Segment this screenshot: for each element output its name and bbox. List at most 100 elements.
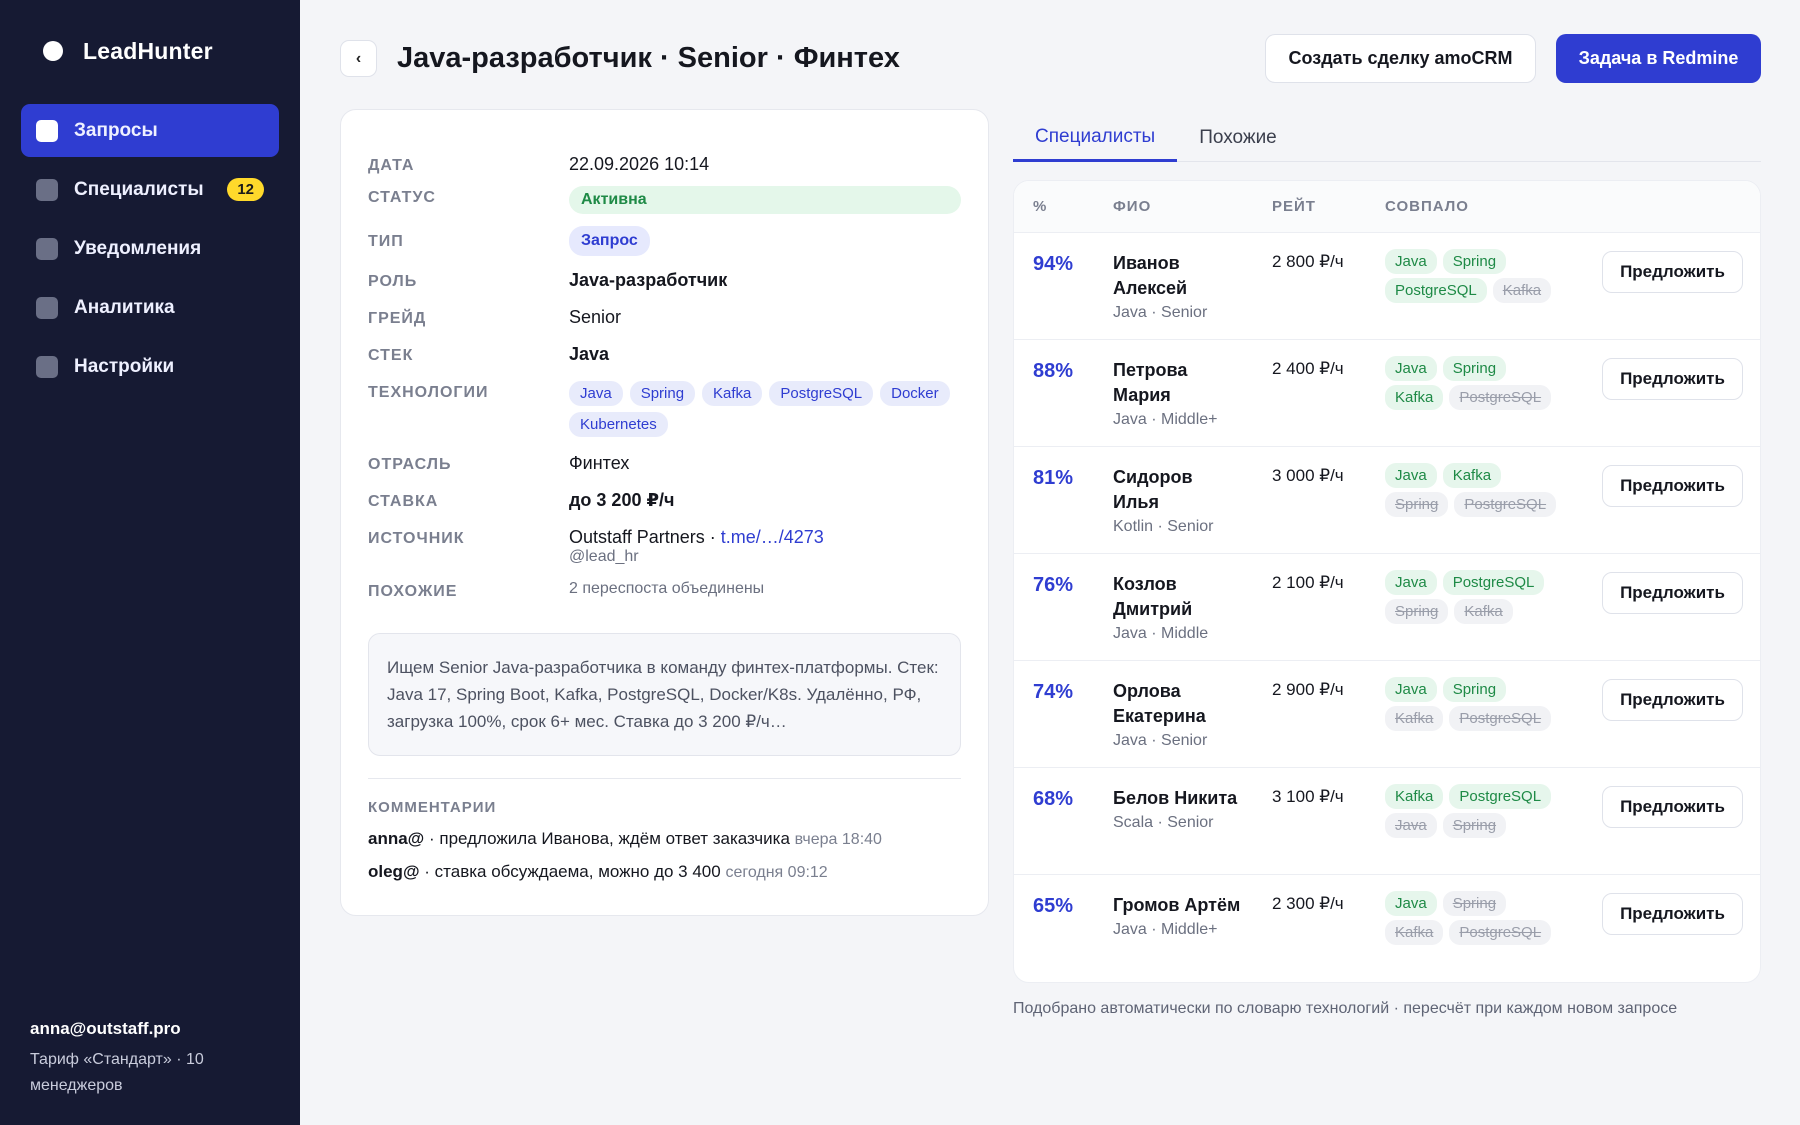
create-amocrm-deal-button[interactable]: Создать сделку amoCRM xyxy=(1265,34,1536,83)
offer-button[interactable]: Предложить xyxy=(1602,358,1743,400)
divider xyxy=(368,778,961,779)
matched-skill-tag: Kafka xyxy=(1385,385,1444,410)
industry-value: Финтех xyxy=(569,453,630,473)
source-link[interactable]: t.me/…/4273 xyxy=(720,527,824,547)
sidebar-item-specialists[interactable]: Специалисты 12 xyxy=(21,163,279,216)
missing-skill-tag: Kafka xyxy=(1385,920,1444,945)
specialist-rate: 3 000 ₽/ч xyxy=(1272,466,1344,485)
missing-skill-tag: Spring xyxy=(1442,891,1507,916)
sidebar-item-analytics[interactable]: Аналитика xyxy=(21,281,279,334)
missing-skill-tag: Kafka xyxy=(1454,599,1513,624)
missing-skill-tag: PostgreSQL xyxy=(1449,920,1552,945)
tabs: Специалисты Похожие xyxy=(1013,114,1761,162)
missing-skill-tag: Spring xyxy=(1442,813,1507,838)
tech-tag: Java xyxy=(569,381,623,406)
industry-label: ОТРАСЛЬ xyxy=(368,456,452,473)
redmine-task-button[interactable]: Задача в Redmine xyxy=(1556,34,1761,83)
rate-value: до 3 200 ₽/ч xyxy=(569,490,675,510)
stack-label: СТЕК xyxy=(368,347,414,364)
source-handle: @lead_hr xyxy=(569,548,639,565)
specialist-grade: Java · Senior xyxy=(1113,732,1208,749)
grade-label: ГРЕЙД xyxy=(368,310,427,327)
sidebar-item-label: Уведомления xyxy=(74,237,202,259)
role-label: РОЛЬ xyxy=(368,273,418,290)
sidebar-item-notifications[interactable]: Уведомления xyxy=(21,222,279,275)
table-body: 94% Иванов Алексей Java · Senior 2 800 ₽/ч J… xyxy=(1014,233,1760,982)
tab-specialists[interactable]: Специалисты xyxy=(1013,114,1178,162)
user-email: anna@outstaff.pro xyxy=(30,1019,181,1038)
missing-skill-tag: Spring xyxy=(1385,599,1449,624)
sidebar-item-settings[interactable]: Настройки xyxy=(21,340,279,393)
matched-skill-tag: Spring xyxy=(1442,677,1507,702)
specialist-rate: 2 300 ₽/ч xyxy=(1272,894,1344,913)
matched-skill-tag: Java xyxy=(1385,356,1437,381)
type-label: ТИП xyxy=(368,233,404,250)
tech-tag: Kubernetes xyxy=(569,412,668,437)
col-rate: РЕЙТ xyxy=(1272,198,1316,215)
tab-similar[interactable]: Похожие xyxy=(1199,127,1277,148)
main-content: ‹ Java-разработчик · Senior · Финтех Соз… xyxy=(300,0,1800,1125)
specialists-icon xyxy=(36,178,58,201)
comment-text: · ставка обсуждаема, можно до 3 400 xyxy=(419,862,726,881)
col-name: ФИО xyxy=(1113,198,1152,215)
matching-note: Подобрано автоматически по словарю техно… xyxy=(1013,1000,1678,1017)
match-percent: 88% xyxy=(1033,360,1074,382)
missing-skill-tag: PostgreSQL xyxy=(1449,706,1552,731)
specialist-name[interactable]: Орлова Екатерина xyxy=(1113,681,1206,726)
specialist-cell: Сидоров Илья Kotlin · Senior xyxy=(1113,465,1243,539)
specialist-cell: Иванов Алексей Java · Senior xyxy=(1113,251,1243,325)
matched-skills: Java Spring Kafka PostgreSQL xyxy=(1385,356,1565,410)
sidebar: LeadHunter Запросы Специалисты 12 Уведомлен… xyxy=(0,0,300,1125)
role-row: РОЛЬ Java-разработчик xyxy=(368,270,961,307)
specialist-rate: 3 100 ₽/ч xyxy=(1272,787,1344,806)
status-badge: Активна xyxy=(569,186,961,214)
notifications-icon xyxy=(36,237,58,260)
offer-button[interactable]: Предложить xyxy=(1602,786,1743,828)
table-row: 88% Петрова Мария Java · Middle+ 2 400 ₽/ч J… xyxy=(1014,340,1760,447)
source-row: ИСТОЧНИК Outstaff Partners · t.me/…/4273… xyxy=(368,527,961,580)
col-percent: % xyxy=(1033,198,1048,215)
specialist-grade: Java · Middle+ xyxy=(1113,921,1218,938)
matched-skill-tag: Spring xyxy=(1442,249,1507,274)
grade-value: Senior xyxy=(569,307,622,327)
table-row: 81% Сидоров Илья Kotlin · Senior 3 000 ₽/ч J… xyxy=(1014,447,1760,554)
matched-skill-tag: Spring xyxy=(1442,356,1507,381)
similar-row: ПОХОЖИЕ 2 переспоста объединены xyxy=(368,580,961,611)
specialist-name[interactable]: Громов Артём xyxy=(1113,895,1241,915)
specialist-cell: Орлова Екатерина Java · Senior xyxy=(1113,679,1243,753)
table-row: 65% Громов Артём Java · Middle+ 2 300 ₽/ч Ja… xyxy=(1014,875,1760,982)
specialist-name[interactable]: Сидоров Илья xyxy=(1113,467,1193,512)
match-percent: 76% xyxy=(1033,574,1074,596)
matched-skill-tag: Java xyxy=(1385,249,1437,274)
request-details-card: ДАТА 22.09.2026 10:14 СТАТУС Активна ТИП… xyxy=(340,109,989,916)
specialist-name[interactable]: Петрова Мария xyxy=(1113,360,1188,405)
sidebar-item-requests[interactable]: Запросы xyxy=(21,104,279,157)
match-percent: 74% xyxy=(1033,681,1074,703)
specialist-name[interactable]: Белов Никита xyxy=(1113,788,1238,808)
tech-tag: Docker xyxy=(880,381,950,406)
request-description: Ищем Senior Java-разработчика в команду … xyxy=(368,633,961,756)
tech-tag: Kafka xyxy=(702,381,763,406)
matched-skill-tag: PostgreSQL xyxy=(1442,570,1545,595)
col-match: СОВПАЛО xyxy=(1385,198,1469,215)
specialists-table: % ФИО РЕЙТ СОВПАЛО 94% Иванов Алексей Java… xyxy=(1013,180,1761,983)
rate-label: СТАВКА xyxy=(368,493,439,510)
matched-skill-tag: Java xyxy=(1385,677,1437,702)
comment-author: anna@ xyxy=(368,829,425,848)
offer-button[interactable]: Предложить xyxy=(1602,572,1743,614)
comment-time: сегодня 09:12 xyxy=(725,864,828,881)
back-button[interactable]: ‹ xyxy=(340,40,377,77)
similar-value: 2 переспоста объединены xyxy=(569,580,765,597)
missing-skill-tag: PostgreSQL xyxy=(1449,385,1552,410)
table-header: % ФИО РЕЙТ СОВПАЛО xyxy=(1014,181,1760,233)
offer-button[interactable]: Предложить xyxy=(1602,465,1743,507)
offer-button[interactable]: Предложить xyxy=(1602,251,1743,293)
app-name: LeadHunter xyxy=(83,37,213,64)
brand[interactable]: LeadHunter xyxy=(21,32,279,70)
specialist-name[interactable]: Иванов Алексей xyxy=(1113,253,1188,298)
offer-button[interactable]: Предложить xyxy=(1602,679,1743,721)
offer-button[interactable]: Предложить xyxy=(1602,893,1743,935)
comment-author: oleg@ xyxy=(368,862,420,881)
matched-skills: Java Spring Kafka PostgreSQL xyxy=(1385,677,1565,731)
specialist-name[interactable]: Козлов Дмитрий xyxy=(1113,574,1193,619)
